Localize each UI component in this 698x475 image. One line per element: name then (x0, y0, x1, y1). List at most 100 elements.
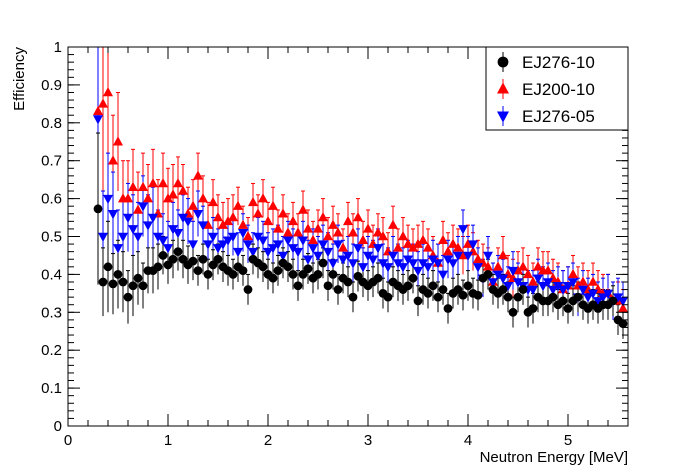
ej276-10-point (93, 204, 103, 214)
ej276-10-point (463, 281, 473, 291)
ej276-05-point (363, 251, 373, 261)
ej200-10-point (333, 227, 343, 237)
ej276-05-point (323, 247, 333, 258)
ej276-05-point (403, 255, 413, 265)
ej276-10-point (433, 292, 443, 302)
x-tick-label: 4 (464, 432, 472, 449)
ej276-05-point (208, 232, 218, 242)
ej276-05-point (368, 255, 378, 265)
ej276-10-point (238, 266, 248, 276)
ej200-10-point (158, 177, 168, 188)
ej200-10-point (518, 261, 528, 271)
ej276-05-point (428, 255, 438, 265)
ej200-10-point (268, 200, 278, 210)
ej276-10-point (193, 266, 203, 276)
ej200-10-point (523, 268, 533, 279)
ej276-10-point (123, 292, 133, 302)
ej276-05-point (438, 270, 448, 280)
ej276-10-point (283, 262, 293, 272)
ej276-05-point (383, 263, 393, 273)
y-tick-label: 0.5 (41, 229, 62, 246)
ej276-10-point (353, 271, 363, 281)
ej200-10-point (128, 181, 138, 191)
ej200-10-point (148, 177, 158, 188)
ej200-10-point (313, 223, 323, 233)
ej276-10-point (513, 292, 523, 302)
ej276-05-point (373, 244, 383, 254)
ej200-10-point (293, 227, 303, 237)
ej276-05-point (458, 225, 468, 235)
y-tick-label: 0.8 (41, 115, 62, 132)
ej200-10-point (403, 238, 413, 248)
ej200-10-point (178, 185, 188, 195)
ej276-10-point (453, 285, 463, 294)
ej276-05-point (153, 232, 163, 242)
ej200-10-point (413, 238, 423, 248)
y-tick-label: 0.6 (41, 191, 62, 208)
x-tick-label: 1 (164, 432, 172, 449)
ej276-05-point (293, 247, 303, 258)
ej200-10-point (168, 189, 178, 199)
ej276-05-point (248, 247, 258, 258)
y-tick-label: 0.3 (41, 304, 62, 321)
ej276-05-point (543, 278, 553, 288)
ej276-05-point (413, 266, 423, 277)
ej276-05-point (538, 282, 548, 292)
ej200-10-point (228, 212, 238, 222)
ej276-05-point (568, 278, 578, 288)
ej276-10-point (153, 262, 163, 272)
ej200-10-point (308, 234, 318, 245)
ej200-10-point (233, 200, 243, 210)
ej276-10-point (103, 262, 113, 272)
ej276-10-point (108, 279, 118, 289)
ej276-05-point (228, 232, 238, 242)
ej276-10-point (383, 292, 393, 302)
ej200-10-point (448, 238, 458, 248)
ej276-05-point (308, 244, 318, 254)
legend-marker-ej200-10 (497, 82, 509, 94)
ej276-10-point (243, 285, 253, 294)
ej200-10-point (108, 155, 118, 165)
y-tick-label: 0.4 (41, 266, 62, 283)
ej200-10-point (353, 212, 363, 222)
ej276-05-point (253, 232, 263, 242)
ej276-05-point (93, 115, 103, 125)
ej200-10-point (388, 219, 398, 229)
ej200-10-point (528, 276, 538, 286)
ej200-10-point (203, 219, 213, 229)
ej276-05-point (548, 285, 558, 296)
ej276-10-point (483, 270, 493, 279)
ej276-10-point (213, 254, 223, 264)
ej276-05-point (343, 251, 353, 261)
ej200-10-point (543, 265, 553, 275)
ej276-05-point (388, 251, 398, 261)
ej276-10-point (268, 273, 278, 283)
ej276-05-point (553, 282, 563, 292)
ej200-10-point (373, 227, 383, 237)
ej276-10-point (188, 256, 198, 266)
ej276-05-point (168, 225, 178, 235)
ej276-10-point (198, 254, 208, 264)
ej200-10-point (513, 265, 523, 275)
ej276-05-point (278, 251, 288, 261)
ej276-10-point (408, 273, 418, 283)
ej276-05-point (173, 228, 183, 239)
ej276-05-point (463, 251, 473, 261)
ej276-05-point (603, 289, 613, 299)
ej200-10-point (398, 231, 408, 241)
ej200-10-point (223, 215, 233, 226)
ej276-10-point (298, 270, 308, 279)
ej200-10-point (443, 246, 453, 256)
ej276-05-point (503, 282, 513, 292)
ej276-05-point (563, 282, 573, 292)
ej276-05-point (353, 244, 363, 254)
ej200-10-point (258, 193, 268, 203)
ej276-05-point (443, 255, 453, 265)
ej200-10-point (618, 303, 628, 313)
ej276-05-point (113, 244, 123, 254)
ej200-10-point (98, 98, 108, 108)
ej200-10-point (458, 249, 468, 260)
ej200-10-point (208, 196, 218, 207)
ej276-10-point (323, 281, 333, 291)
